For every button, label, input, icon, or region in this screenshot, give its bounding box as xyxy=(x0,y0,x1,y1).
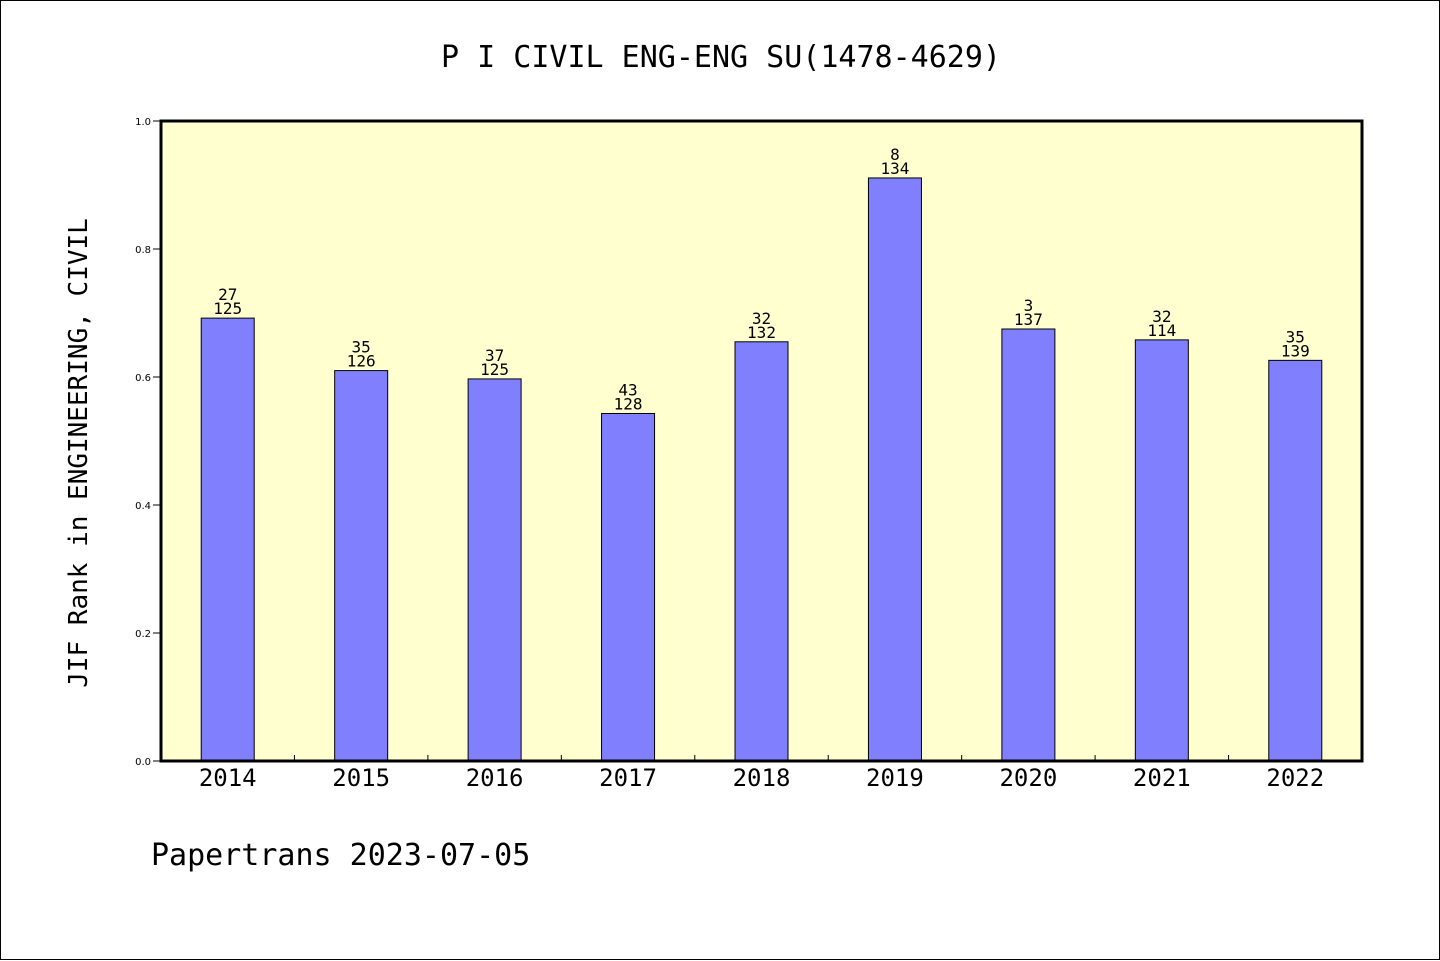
bar-total-label: 114 xyxy=(1147,321,1176,340)
bar-total-label: 126 xyxy=(347,352,376,371)
bar-total-label: 128 xyxy=(614,394,643,413)
x-axis: 2014 2015 2016 2017 2018 2019 2020 2021 2022 xyxy=(199,755,1324,792)
bar xyxy=(867,177,922,762)
bar xyxy=(467,378,522,762)
y-tick-label: 0.0 xyxy=(135,757,151,768)
x-tick-label: 2019 xyxy=(866,764,924,792)
bar-rank-label: 43 xyxy=(618,380,637,399)
bar xyxy=(601,412,656,762)
y-tick-label: 1.0 xyxy=(135,117,151,128)
y-tick-label: 0.6 xyxy=(135,373,151,384)
x-tick-label: 2020 xyxy=(999,764,1057,792)
plot-border xyxy=(159,119,1364,763)
bar-total-label: 139 xyxy=(1281,341,1310,360)
bar-total-label: 125 xyxy=(213,299,242,318)
bar-rank-label: 35 xyxy=(1286,327,1305,346)
bar-rank-label: 27 xyxy=(218,285,237,304)
x-tick-label: 2017 xyxy=(599,764,657,792)
y-tick-label: 0.4 xyxy=(135,501,151,512)
y-tick-label: 0.8 xyxy=(135,245,151,256)
bar-rank-label: 32 xyxy=(1152,307,1171,326)
y-axis: 0.0 0.2 0.4 0.6 0.8 1.0 xyxy=(135,117,161,768)
bar xyxy=(734,341,789,762)
bar xyxy=(334,370,389,762)
bar xyxy=(200,317,255,762)
x-tick-label: 2022 xyxy=(1266,764,1324,792)
footer-text: Papertrans 2023-07-05 xyxy=(151,838,530,873)
bar-rank-label: 32 xyxy=(752,309,771,328)
x-tick-label: 2018 xyxy=(733,764,791,792)
bar-rank-label: 8 xyxy=(890,145,900,164)
bar-total-label: 132 xyxy=(747,323,776,342)
y-tick-label: 0.2 xyxy=(135,629,151,640)
bar-total-label: 125 xyxy=(480,360,509,379)
bar-total-label: 134 xyxy=(880,159,909,178)
bar-rank-label: 3 xyxy=(1024,296,1034,315)
x-tick-label: 2016 xyxy=(466,764,524,792)
bar-rank-label: 35 xyxy=(352,338,371,357)
bar xyxy=(1268,359,1323,762)
bar xyxy=(1001,328,1056,762)
x-tick-label: 2021 xyxy=(1133,764,1191,792)
y-axis-label: JIF Rank in ENGINEERING, CIVIL xyxy=(64,218,94,688)
bar xyxy=(1134,339,1189,762)
chart-title: P I CIVIL ENG-ENG SU(1478-4629) xyxy=(441,40,1001,75)
bars xyxy=(200,177,1323,762)
bar-rank-label: 37 xyxy=(485,346,504,365)
x-tick-label: 2014 xyxy=(199,764,257,792)
bar-total-label: 137 xyxy=(1014,310,1043,329)
x-tick-label: 2015 xyxy=(332,764,390,792)
